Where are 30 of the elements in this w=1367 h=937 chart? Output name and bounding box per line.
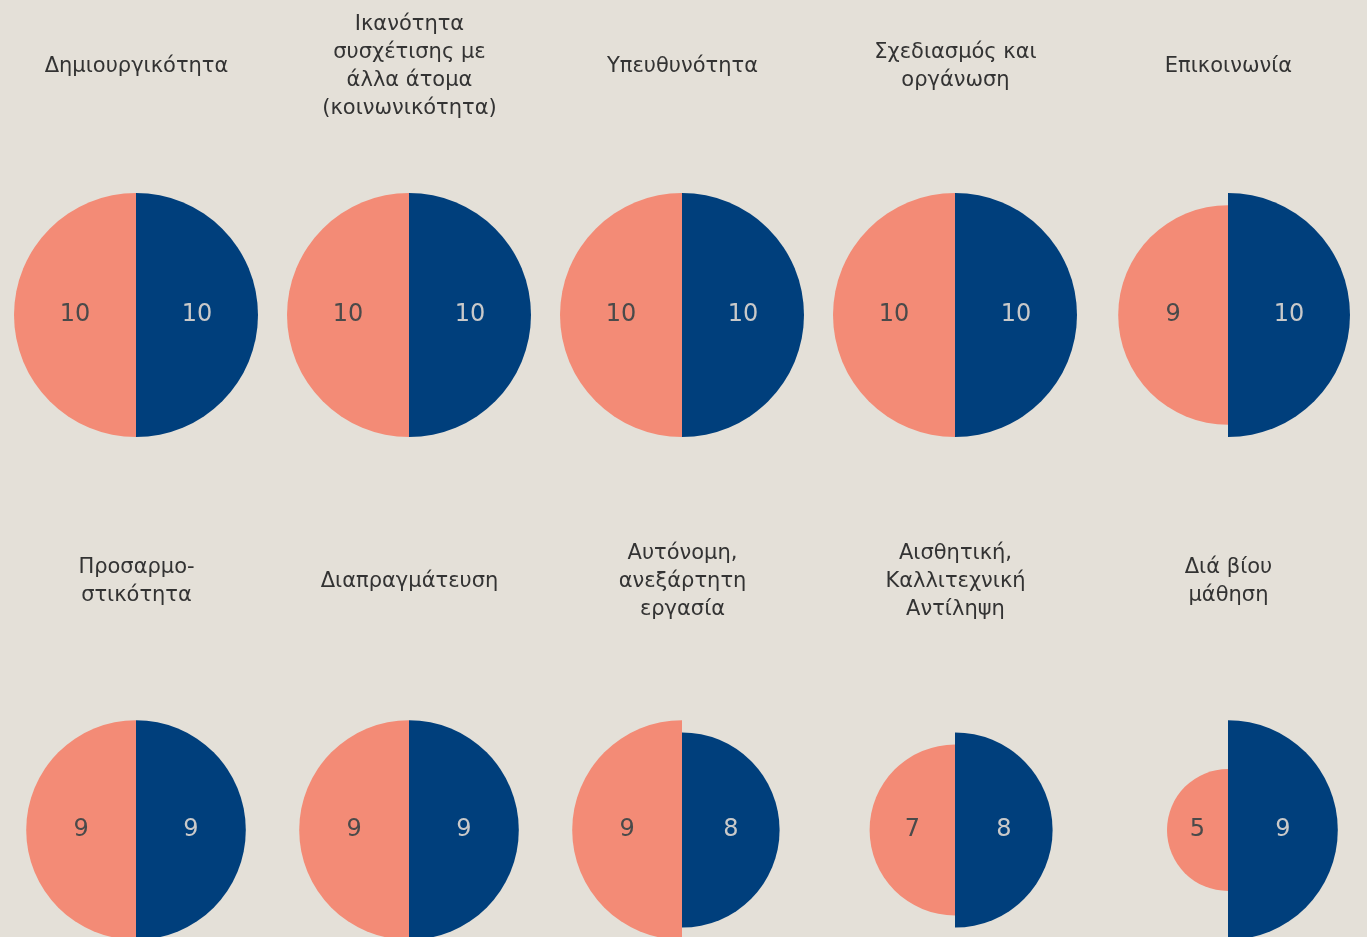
- data-label: 10: [454, 299, 486, 328]
- text: Υπευθυνότητα: [606, 52, 759, 79]
- data-label: 8: [996, 814, 1012, 843]
- data-label: 9: [619, 814, 635, 843]
- data-label: 10: [727, 299, 759, 328]
- data-label: 8: [723, 814, 739, 843]
- data-label: 9: [183, 814, 199, 843]
- text: Διά βίου μάθηση: [1183, 553, 1274, 608]
- data-label: 10: [332, 299, 364, 328]
- text: Ικανότητα συσχέτισης με άλλα άτομα (κοινωνικότητα): [321, 10, 498, 121]
- text: Διαπραγμάτευση: [319, 567, 500, 594]
- data-label: 10: [878, 299, 910, 328]
- data-label: 7: [904, 814, 920, 843]
- data-label: 9: [1165, 299, 1181, 328]
- text: Αυτόνομη, ανεξάρτητη εργασία: [617, 539, 748, 622]
- data-label: 9: [456, 814, 472, 843]
- data-label: 10: [181, 299, 213, 328]
- text: Επικοινωνία: [1163, 52, 1294, 79]
- data-label: 9: [73, 814, 89, 843]
- text: Σχεδιασμός και οργάνωση: [873, 38, 1038, 93]
- text: Προσαρμο- στικότητα: [77, 553, 196, 608]
- text: Αισθητική, Καλλιτεχνική Αντίληψη: [884, 539, 1027, 622]
- text: Δημιουργικότητα: [43, 52, 230, 79]
- data-label: 9: [1275, 814, 1291, 843]
- data-label: 5: [1189, 814, 1206, 843]
- data-label: 10: [1273, 299, 1305, 328]
- data-label: 10: [605, 299, 637, 328]
- data-label: 9: [346, 814, 362, 843]
- data-label: 10: [1000, 299, 1032, 328]
- data-label: 10: [59, 299, 91, 328]
